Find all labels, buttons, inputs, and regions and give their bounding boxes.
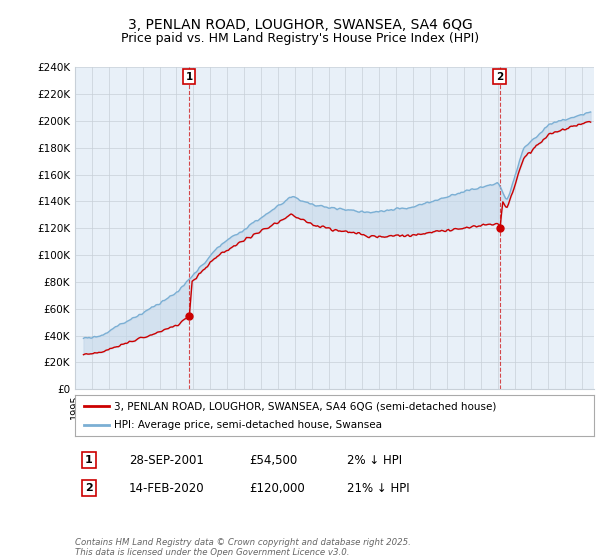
Text: HPI: Average price, semi-detached house, Swansea: HPI: Average price, semi-detached house,… — [114, 420, 382, 430]
Text: £54,500: £54,500 — [249, 454, 297, 467]
Text: Contains HM Land Registry data © Crown copyright and database right 2025.
This d: Contains HM Land Registry data © Crown c… — [75, 538, 411, 557]
Text: 1: 1 — [185, 72, 193, 82]
Text: 2% ↓ HPI: 2% ↓ HPI — [347, 454, 402, 467]
Text: 3, PENLAN ROAD, LOUGHOR, SWANSEA, SA4 6QG (semi-detached house): 3, PENLAN ROAD, LOUGHOR, SWANSEA, SA4 6Q… — [114, 402, 496, 411]
Text: £120,000: £120,000 — [249, 482, 305, 495]
Text: 3, PENLAN ROAD, LOUGHOR, SWANSEA, SA4 6QG: 3, PENLAN ROAD, LOUGHOR, SWANSEA, SA4 6Q… — [128, 18, 472, 32]
Text: 2: 2 — [496, 72, 503, 82]
Text: 28-SEP-2001: 28-SEP-2001 — [129, 454, 204, 467]
Text: Price paid vs. HM Land Registry's House Price Index (HPI): Price paid vs. HM Land Registry's House … — [121, 32, 479, 45]
Text: 21% ↓ HPI: 21% ↓ HPI — [347, 482, 409, 495]
Text: 14-FEB-2020: 14-FEB-2020 — [129, 482, 205, 495]
Text: 2: 2 — [85, 483, 92, 493]
Text: 1: 1 — [85, 455, 92, 465]
